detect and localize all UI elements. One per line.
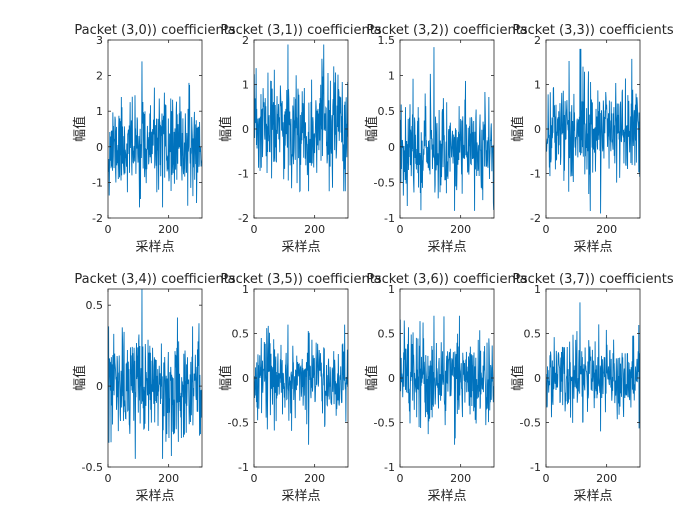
xtick-label-5-0: 0 <box>251 472 258 485</box>
ytick-label-5-1: -0.5 <box>228 417 249 430</box>
ytick-label-0-1: -1 <box>92 176 103 189</box>
ytick-label-0-4: 2 <box>96 70 103 83</box>
xtick-label-7-1: 200 <box>596 472 617 485</box>
subplot-title-1: Packet (3,1)) coefficients <box>220 23 381 38</box>
xtick-label-4-1: 200 <box>158 472 179 485</box>
xlabel-1: 采样点 <box>281 240 320 255</box>
ytick-label-6-2: 0 <box>388 372 395 385</box>
ytick-label-2-4: 1 <box>388 70 395 83</box>
xtick-label-2-1: 200 <box>450 223 471 236</box>
xlabel-4: 采样点 <box>135 489 174 504</box>
ylabel-4: 幅值 <box>72 365 88 391</box>
ytick-label-3-3: 1 <box>534 79 541 92</box>
ytick-label-4-1: 0 <box>96 380 103 393</box>
ylabel-0: 幅值 <box>72 116 88 142</box>
ytick-label-5-0: -1 <box>238 461 249 474</box>
ytick-label-5-3: 0.5 <box>232 328 250 341</box>
ytick-label-0-2: 0 <box>96 141 103 154</box>
xtick-label-1-1: 200 <box>304 223 325 236</box>
xlabel-5: 采样点 <box>281 489 320 504</box>
ylabel-5: 幅值 <box>218 365 234 391</box>
xtick-label-0-0: 0 <box>105 223 112 236</box>
ytick-label-1-0: -2 <box>238 212 249 225</box>
ylabel-2: 幅值 <box>364 116 380 142</box>
subplot-6: -1-0.500.510200Packet (3,6)) coefficient… <box>364 272 528 504</box>
xtick-label-6-0: 0 <box>397 472 404 485</box>
xlabel-7: 采样点 <box>573 489 612 504</box>
ytick-label-3-2: 0 <box>534 123 541 136</box>
subplot-5: -1-0.500.510200Packet (3,5)) coefficient… <box>218 272 382 504</box>
series-line-0 <box>108 61 202 207</box>
xtick-label-3-0: 0 <box>543 223 550 236</box>
series-line-6 <box>400 316 494 445</box>
xtick-label-0-1: 200 <box>158 223 179 236</box>
series-line-2 <box>400 47 494 211</box>
ytick-label-0-0: -2 <box>92 212 103 225</box>
ylabel-3: 幅值 <box>510 116 526 142</box>
ylabel-7: 幅值 <box>510 365 526 391</box>
ytick-label-2-3: 0.5 <box>378 105 396 118</box>
series-line-4 <box>108 289 202 459</box>
subplot-1: -2-10120200Packet (3,1)) coefficients采样点… <box>218 23 382 255</box>
xtick-label-4-0: 0 <box>105 472 112 485</box>
xtick-label-7-0: 0 <box>543 472 550 485</box>
xlabel-0: 采样点 <box>135 240 174 255</box>
xtick-label-1-0: 0 <box>251 223 258 236</box>
ytick-label-6-3: 0.5 <box>378 328 396 341</box>
ytick-label-0-3: 1 <box>96 105 103 118</box>
ytick-label-7-1: -0.5 <box>520 417 541 430</box>
subplot-title-6: Packet (3,6)) coefficients <box>366 272 527 287</box>
ytick-label-6-1: -0.5 <box>374 417 395 430</box>
ylabel-1: 幅值 <box>218 116 234 142</box>
subplot-title-5: Packet (3,5)) coefficients <box>220 272 381 287</box>
subplot-4: -0.500.50200Packet (3,4)) coefficients采样… <box>72 272 236 504</box>
subplot-title-7: Packet (3,7)) coefficients <box>512 272 673 287</box>
xlabel-6: 采样点 <box>427 489 466 504</box>
xtick-label-5-1: 200 <box>304 472 325 485</box>
ytick-label-4-2: 0.5 <box>86 299 104 312</box>
ytick-label-4-0: -0.5 <box>82 461 103 474</box>
ytick-label-2-1: -0.5 <box>374 176 395 189</box>
ytick-label-7-2: 0 <box>534 372 541 385</box>
subplot-title-4: Packet (3,4)) coefficients <box>74 272 235 287</box>
ytick-label-1-1: -1 <box>238 168 249 181</box>
ytick-label-6-0: -1 <box>384 461 395 474</box>
series-line-5 <box>254 325 348 445</box>
ytick-label-7-0: -1 <box>530 461 541 474</box>
xlabel-3: 采样点 <box>573 240 612 255</box>
subplot-title-0: Packet (3,0)) coefficients <box>74 23 235 38</box>
series-line-3 <box>546 49 640 214</box>
ytick-label-2-0: -1 <box>384 212 395 225</box>
series-line-1 <box>254 44 348 191</box>
xlabel-2: 采样点 <box>427 240 466 255</box>
xtick-label-3-1: 200 <box>596 223 617 236</box>
subplot-title-3: Packet (3,3)) coefficients <box>512 23 673 38</box>
ytick-label-3-0: -2 <box>530 212 541 225</box>
subplot-2: -1-0.500.511.50200Packet (3,2)) coeffici… <box>364 23 528 255</box>
ytick-label-3-1: -1 <box>530 168 541 181</box>
subplot-7: -1-0.500.510200Packet (3,7)) coefficient… <box>510 272 674 504</box>
ytick-label-1-2: 0 <box>242 123 249 136</box>
xtick-label-2-0: 0 <box>397 223 404 236</box>
subplot-3: -2-10120200Packet (3,3)) coefficients采样点… <box>510 23 674 255</box>
subplot-title-2: Packet (3,2)) coefficients <box>366 23 527 38</box>
ytick-label-7-3: 0.5 <box>524 328 542 341</box>
xtick-label-6-1: 200 <box>450 472 471 485</box>
series-line-7 <box>546 302 640 431</box>
ytick-label-5-2: 0 <box>242 372 249 385</box>
subplot-0: -2-101230200Packet (3,0)) coefficients采样… <box>72 23 236 255</box>
ylabel-6: 幅值 <box>364 365 380 391</box>
ytick-label-1-3: 1 <box>242 79 249 92</box>
ytick-label-2-2: 0 <box>388 141 395 154</box>
